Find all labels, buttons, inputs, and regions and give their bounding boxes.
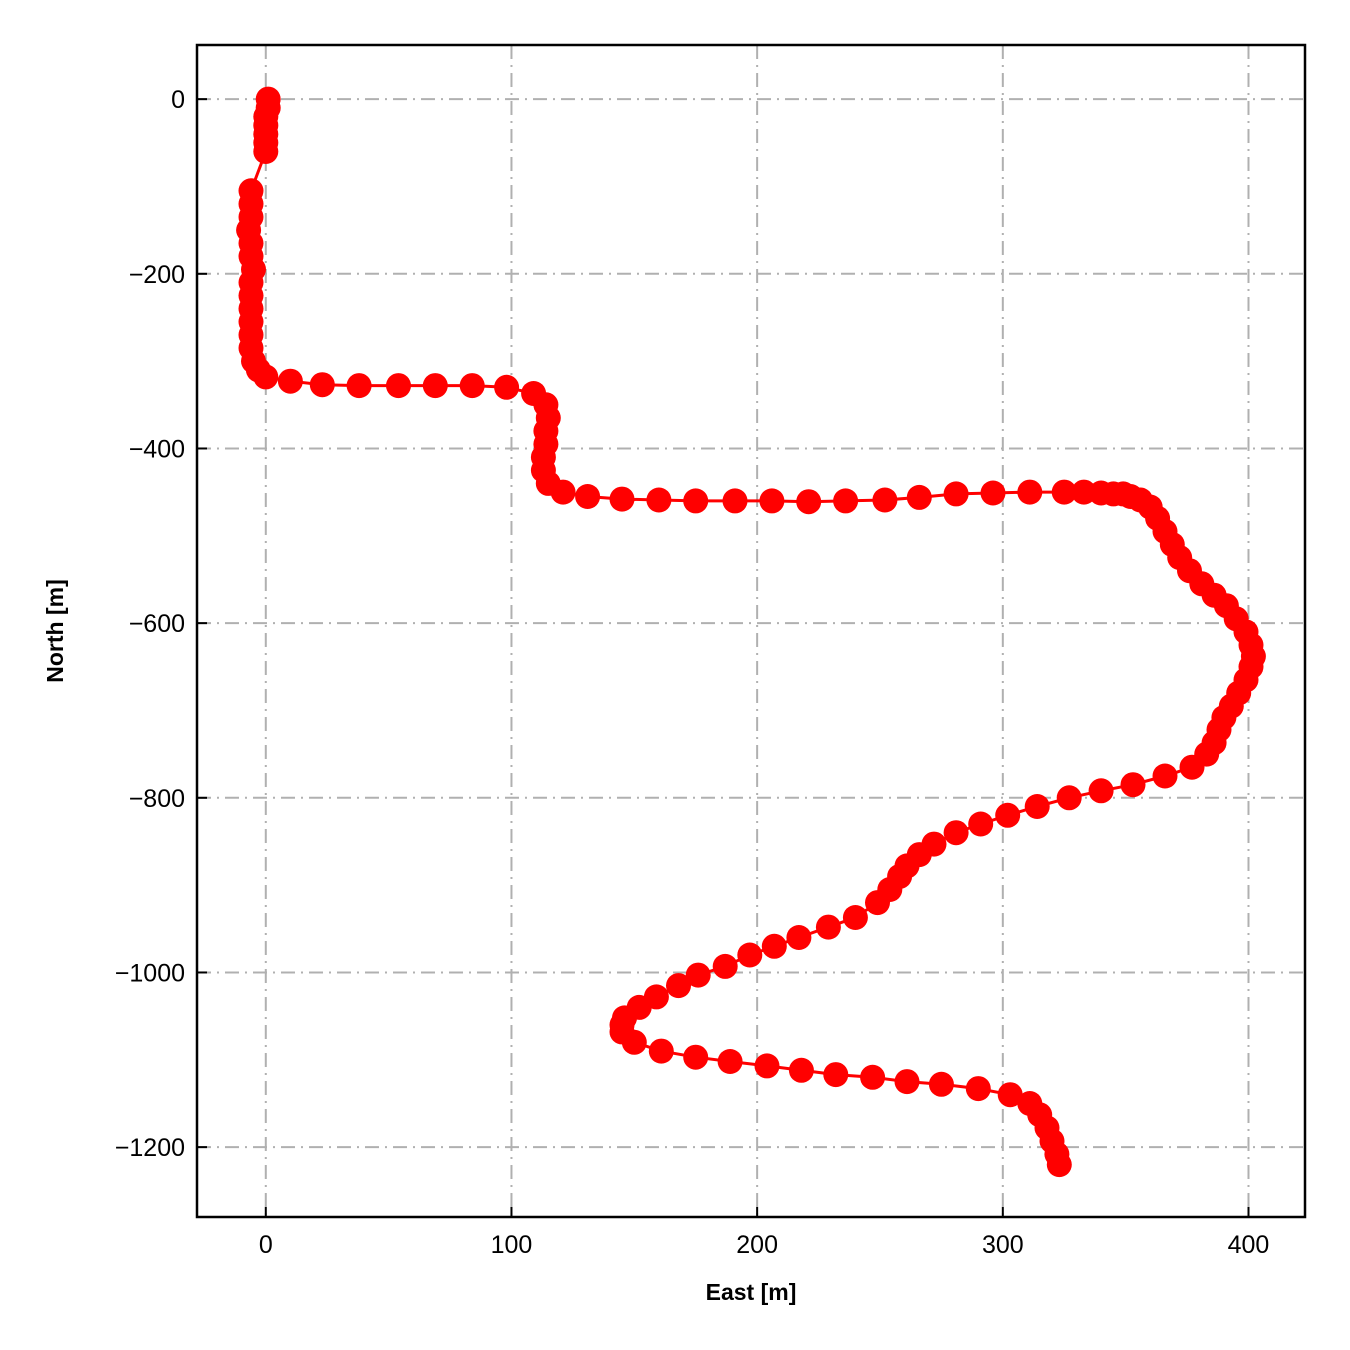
trajectory-point	[754, 1053, 780, 1079]
trajectory-point	[872, 487, 898, 513]
trajectory-point	[575, 484, 601, 509]
plot-frame	[195, 43, 1307, 1219]
trajectory-point	[786, 925, 812, 950]
trajectory-point	[253, 139, 279, 164]
trajectory-point	[459, 373, 485, 399]
trajectory-point	[943, 820, 969, 846]
y-tick-label: −200	[129, 261, 185, 289]
trajectory-point	[550, 479, 576, 505]
y-tick-label: −600	[129, 610, 185, 638]
trajectory-point	[943, 481, 969, 507]
trajectory-point	[683, 488, 709, 514]
trajectory-point	[494, 374, 520, 400]
trajectory-point	[995, 802, 1021, 828]
trajectory-point	[717, 1049, 743, 1074]
trajectory-point	[860, 1064, 886, 1090]
trajectory-point	[968, 811, 994, 837]
trajectory-point	[928, 1071, 954, 1097]
trajectory-point	[1051, 479, 1077, 505]
x-tick-label: 0	[259, 1231, 273, 1259]
trajectory-line	[247, 99, 1255, 1165]
x-tick-label: 100	[491, 1231, 533, 1259]
trajectory-point	[906, 484, 932, 510]
y-tick-label: −800	[129, 785, 185, 813]
trajectory-point	[253, 364, 279, 390]
trajectory-point	[1017, 479, 1043, 505]
x-axis-label: East [m]	[706, 1279, 797, 1305]
trajectory-point	[1179, 754, 1205, 780]
trajectory-point	[346, 373, 372, 399]
trajectory-point	[609, 486, 635, 512]
trajectory-point	[965, 1076, 991, 1102]
trajectory-point	[997, 1082, 1023, 1108]
trajectory-point	[761, 933, 787, 959]
trajectory-point	[683, 1044, 709, 1070]
trajectory-point	[666, 973, 691, 999]
ticks: 0 100 200 300 400 0 −200 −400 −600 −800 −1000 −1200	[115, 86, 1270, 1259]
trajectory-point	[1024, 794, 1050, 819]
trajectory-point	[621, 1029, 647, 1055]
trajectory-point	[1088, 778, 1114, 804]
trajectory-point	[1056, 785, 1082, 811]
series-layer	[236, 86, 1266, 1178]
y-tick-label: −400	[129, 435, 185, 463]
trajectory-point	[309, 372, 335, 398]
trajectory-point	[646, 487, 672, 513]
trajectory-point	[1152, 763, 1178, 789]
x-tick-label: 400	[1228, 1231, 1270, 1259]
trajectory-point	[386, 373, 411, 399]
trajectory-point	[823, 1062, 849, 1088]
trajectory-point	[894, 1069, 920, 1095]
trajectory-point	[712, 953, 738, 979]
trajectory-point	[722, 488, 748, 514]
y-tick-label: −1200	[115, 1134, 185, 1162]
trajectory-point	[842, 905, 868, 930]
trajectory-point	[685, 962, 711, 988]
trajectory-point	[1120, 772, 1146, 798]
trajectory-point	[737, 942, 763, 968]
trajectory-point	[759, 488, 785, 514]
trajectory-point	[980, 480, 1006, 506]
grid	[197, 45, 1305, 1217]
y-axis-label: North [m]	[42, 579, 68, 682]
trajectory-point	[865, 890, 890, 916]
x-tick-label: 300	[982, 1231, 1024, 1259]
trajectory-point	[788, 1057, 814, 1083]
trajectory-point	[833, 488, 859, 514]
trajectory-point	[815, 914, 841, 940]
trajectory-point	[1046, 1152, 1072, 1178]
y-tick-label: 0	[171, 86, 185, 114]
y-tick-label: −1000	[115, 959, 185, 987]
trajectory-point	[648, 1038, 674, 1064]
trajectory-point	[422, 373, 448, 399]
trajectory-point	[277, 368, 303, 394]
x-tick-label: 200	[736, 1231, 778, 1259]
trajectory-point	[796, 489, 822, 515]
